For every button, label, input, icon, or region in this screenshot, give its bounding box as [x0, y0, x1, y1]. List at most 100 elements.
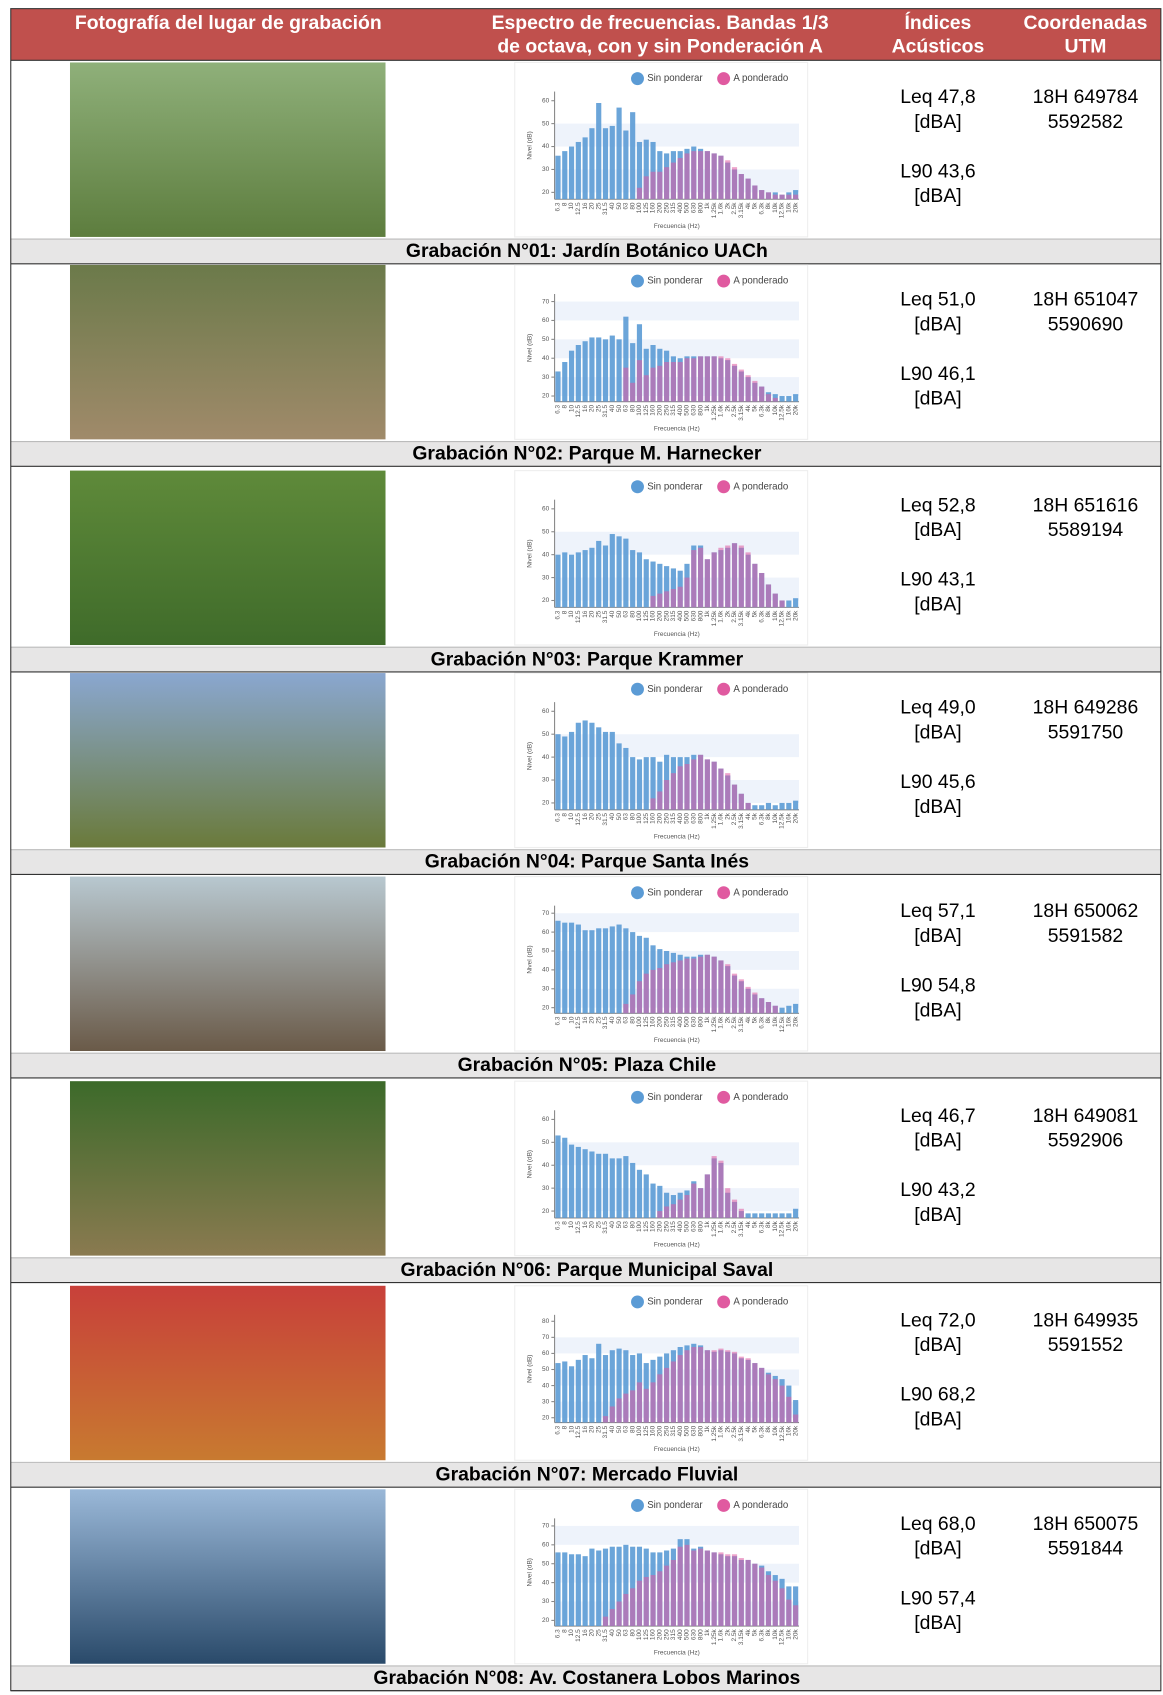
bar	[678, 587, 683, 608]
bar	[678, 1355, 683, 1423]
bar	[684, 959, 689, 1014]
bar	[766, 1374, 771, 1422]
bar	[555, 555, 560, 608]
bar	[678, 960, 683, 1013]
bar	[779, 1386, 784, 1423]
bar	[576, 1554, 581, 1626]
bar	[623, 539, 628, 608]
bar	[684, 764, 689, 810]
x-tick-label: 20k	[792, 1016, 799, 1027]
bar	[739, 174, 744, 199]
coord: 18H 650075	[1033, 1513, 1139, 1535]
bar	[786, 195, 791, 200]
bar	[712, 1350, 717, 1422]
bar	[759, 1368, 764, 1423]
y-tick-label: 60	[542, 506, 550, 513]
x-tick-label: 20k	[792, 404, 799, 415]
legend-marker	[631, 1091, 644, 1104]
bar	[576, 1147, 581, 1218]
bar	[793, 1415, 798, 1423]
x-axis-label: Frecuencia (Hz)	[654, 425, 700, 432]
bar	[596, 727, 601, 809]
legend-marker	[717, 886, 730, 899]
bar	[712, 762, 717, 810]
leq: Leq 52,8	[900, 494, 975, 516]
bar	[793, 1209, 798, 1218]
legend-label: A ponderado	[733, 481, 788, 492]
bar	[596, 1550, 601, 1626]
bar	[583, 550, 588, 607]
bar	[644, 559, 649, 607]
bar	[610, 732, 615, 810]
bar	[623, 1004, 628, 1013]
bar	[759, 805, 764, 810]
legend-label: Sin ponderar	[647, 276, 703, 287]
bar	[589, 1151, 594, 1217]
bar	[779, 803, 784, 810]
leq: Leq 72,0	[900, 1309, 976, 1331]
bar	[596, 103, 601, 199]
bar	[766, 1213, 771, 1218]
bar	[576, 723, 581, 810]
legend-marker	[717, 1295, 730, 1308]
photo	[70, 265, 386, 439]
bar	[576, 552, 581, 607]
bar	[610, 1158, 615, 1218]
bar	[637, 1170, 642, 1218]
bar	[589, 548, 594, 608]
coord: 5592906	[1048, 1130, 1123, 1152]
bar	[610, 1609, 615, 1626]
bar	[637, 1382, 642, 1422]
y-tick-label: 60	[542, 929, 550, 936]
coord: 18H 650062	[1033, 900, 1139, 922]
bar	[650, 798, 655, 809]
legend-marker	[717, 72, 730, 85]
bar	[664, 964, 669, 1013]
coord: 5589194	[1048, 519, 1124, 541]
leq: Leq 57,1	[900, 900, 975, 922]
y-tick-label: 30	[542, 985, 550, 992]
bar	[752, 1564, 757, 1626]
l90: L90 43,2	[900, 1179, 975, 1201]
bar	[657, 366, 662, 402]
bar	[739, 1357, 744, 1423]
coord: 5592582	[1048, 111, 1123, 133]
bar	[555, 1363, 560, 1422]
unit: [dBA]	[914, 721, 961, 743]
y-tick-label: 50	[542, 528, 550, 535]
bar	[603, 928, 608, 1013]
bar	[644, 176, 649, 199]
photo	[70, 1286, 386, 1460]
bar	[603, 1355, 608, 1423]
leq: Leq 51,0	[900, 289, 976, 311]
bar	[589, 1358, 594, 1422]
photo	[70, 1081, 386, 1255]
y-axis-label: Nivel (dB)	[527, 742, 534, 770]
bar	[691, 550, 696, 607]
photo	[70, 877, 386, 1051]
bar	[610, 926, 615, 1013]
y-axis-label: Nivel (dB)	[527, 539, 534, 567]
bar	[617, 339, 622, 401]
caption: Grabación N°07: Mercado Fluvial	[436, 1463, 739, 1485]
bar	[644, 375, 649, 401]
legend-label: A ponderado	[733, 887, 788, 898]
bar	[637, 188, 642, 199]
bar	[739, 370, 744, 402]
legend-marker	[717, 683, 730, 696]
bar	[644, 974, 649, 1014]
bar	[630, 550, 635, 607]
y-tick-label: 70	[542, 298, 550, 305]
x-axis-label: Frecuencia (Hz)	[654, 833, 700, 840]
legend-label: Sin ponderar	[647, 1500, 703, 1511]
bar	[569, 351, 574, 402]
bar	[671, 1560, 676, 1626]
y-tick-label: 60	[542, 1542, 550, 1549]
header-text: de octava, con y sin Ponderación A	[497, 36, 823, 58]
grid-band	[555, 1337, 799, 1353]
bar	[779, 1213, 784, 1218]
y-tick-label: 20	[542, 393, 550, 400]
bar	[678, 1200, 683, 1218]
photo	[70, 62, 386, 236]
bar	[610, 1406, 615, 1422]
